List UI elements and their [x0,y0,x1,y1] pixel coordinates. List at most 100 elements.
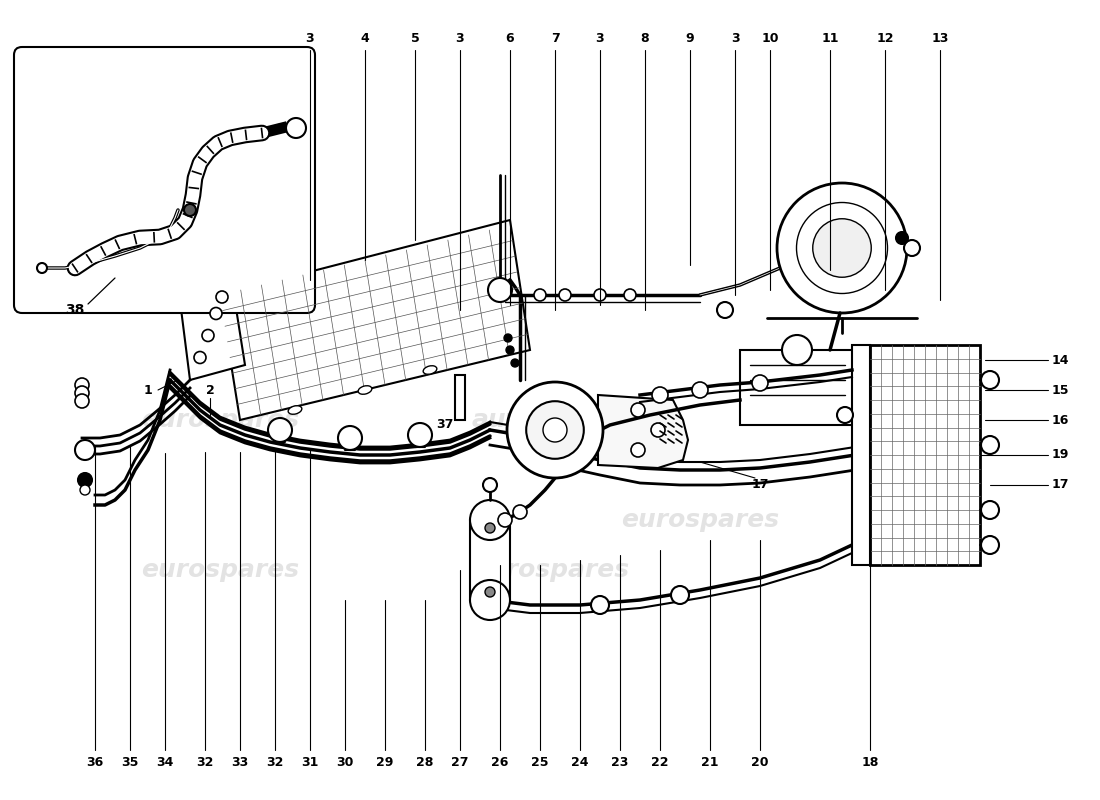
Circle shape [37,263,47,273]
Text: 17: 17 [751,478,769,491]
Ellipse shape [288,406,301,414]
Text: 33: 33 [231,755,249,769]
Text: 3: 3 [596,31,604,45]
Text: 26: 26 [492,755,508,769]
Circle shape [194,351,206,363]
Text: eurospares: eurospares [141,408,299,432]
Circle shape [652,387,668,403]
Text: 25: 25 [531,755,549,769]
Text: 30: 30 [337,755,354,769]
Circle shape [498,513,512,527]
Text: 11: 11 [822,31,838,45]
Text: 3: 3 [730,31,739,45]
Circle shape [594,289,606,301]
Text: autospares: autospares [321,308,478,332]
Text: 14: 14 [1052,354,1069,366]
Text: 15: 15 [1052,383,1069,397]
Ellipse shape [359,386,372,394]
Polygon shape [178,270,245,380]
Text: 35: 35 [121,755,139,769]
Text: 20: 20 [751,755,769,769]
Circle shape [981,501,999,519]
Text: 18: 18 [861,755,879,769]
Circle shape [485,587,495,597]
Text: 34: 34 [156,755,174,769]
Circle shape [75,394,89,408]
Circle shape [184,204,196,216]
Circle shape [624,289,636,301]
Text: 38: 38 [65,303,85,317]
Circle shape [78,473,92,487]
Circle shape [981,436,999,454]
Text: 5: 5 [410,31,419,45]
Text: 3: 3 [306,31,315,45]
Circle shape [981,371,999,389]
Circle shape [534,289,546,301]
Circle shape [408,423,432,447]
Bar [852,345,870,565]
Bar [455,375,465,420]
Text: 29: 29 [376,755,394,769]
Text: 1: 1 [144,383,153,397]
Text: eurospares: eurospares [620,508,779,532]
Bar [870,345,980,565]
Circle shape [752,375,768,391]
Bar [470,520,510,600]
Circle shape [268,418,292,442]
Text: 19: 19 [1052,449,1069,462]
Circle shape [777,183,907,313]
FancyBboxPatch shape [14,47,315,313]
Text: 13: 13 [932,31,948,45]
Circle shape [75,386,89,400]
Circle shape [513,505,527,519]
Circle shape [837,407,852,423]
Polygon shape [220,220,530,420]
Circle shape [813,218,871,278]
Text: 22: 22 [651,755,669,769]
Circle shape [796,202,888,294]
Text: 17: 17 [1052,478,1069,491]
Text: 37: 37 [437,418,453,431]
Text: eurospares: eurospares [141,558,299,582]
Circle shape [488,278,512,302]
Circle shape [210,307,222,319]
Text: 12: 12 [877,31,893,45]
Text: 10: 10 [761,31,779,45]
Circle shape [526,402,584,459]
Text: 9: 9 [685,31,694,45]
Circle shape [202,330,215,342]
Circle shape [338,426,362,450]
Text: 27: 27 [451,755,469,769]
Circle shape [286,118,306,138]
Ellipse shape [424,366,437,374]
Circle shape [904,240,920,256]
Text: 23: 23 [612,755,629,769]
Circle shape [671,586,689,604]
Circle shape [506,346,514,354]
Polygon shape [598,395,688,468]
Circle shape [507,382,603,478]
Circle shape [559,289,571,301]
Circle shape [651,423,666,437]
Text: 6: 6 [506,31,515,45]
Circle shape [543,418,566,442]
Circle shape [470,580,510,620]
Circle shape [631,403,645,417]
Text: 31: 31 [301,755,319,769]
Circle shape [483,478,497,492]
Text: eurospares: eurospares [471,558,629,582]
Circle shape [631,443,645,457]
Circle shape [470,500,510,540]
Circle shape [75,440,95,460]
Text: autospares: autospares [471,408,629,432]
Circle shape [504,334,512,342]
Circle shape [717,302,733,318]
Circle shape [782,335,812,365]
Circle shape [981,536,999,554]
Bar [740,350,855,425]
Circle shape [896,232,907,244]
Text: 21: 21 [702,755,718,769]
Text: 36: 36 [87,755,103,769]
Circle shape [75,378,89,392]
Circle shape [216,291,228,303]
